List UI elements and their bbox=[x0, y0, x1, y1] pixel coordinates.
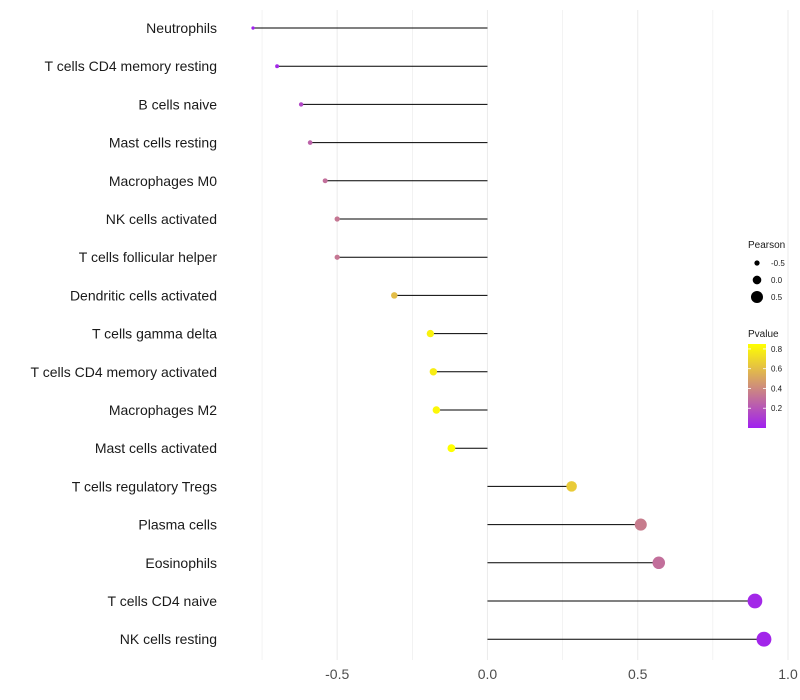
lollipop-point bbox=[566, 481, 577, 492]
y-category-label: Mast cells resting bbox=[109, 135, 217, 151]
x-tick-label: 0.5 bbox=[628, 666, 648, 682]
size-legend-label: 0.5 bbox=[771, 293, 783, 302]
lollipop-point bbox=[334, 216, 340, 222]
lollipop-point bbox=[634, 518, 647, 531]
lollipop-point bbox=[432, 406, 441, 414]
y-category-label: T cells regulatory Tregs bbox=[72, 478, 217, 494]
lollipop-sticks bbox=[253, 27, 764, 640]
y-category-label: T cells follicular helper bbox=[79, 249, 218, 265]
lollipop-point bbox=[652, 556, 666, 570]
color-legend-label: 0.8 bbox=[771, 345, 783, 354]
x-tick-label: 1.0 bbox=[778, 666, 798, 682]
y-category-label: T cells CD4 memory resting bbox=[45, 58, 217, 74]
y-category-label: Macrophages M0 bbox=[109, 173, 217, 189]
size-legend-dot bbox=[752, 275, 762, 285]
x-tick-label: 0.0 bbox=[478, 666, 498, 682]
y-category-label: Neutrophils bbox=[146, 20, 217, 36]
color-legend-label: 0.6 bbox=[771, 365, 783, 374]
lollipop-point bbox=[429, 368, 438, 376]
color-legend-title: Pvalue bbox=[748, 329, 779, 340]
x-tick-label: -0.5 bbox=[325, 666, 349, 682]
y-category-label: NK cells activated bbox=[106, 211, 217, 227]
lollipop-point bbox=[334, 254, 340, 260]
lollipop-point bbox=[426, 329, 435, 338]
color-legend-label: 0.4 bbox=[771, 384, 783, 393]
y-axis-category-labels: Neutrophils T cells CD4 memory resting B c… bbox=[31, 20, 218, 647]
pvalue-color-legend: Pvalue 0.2 0.4 0.6 0.8 bbox=[748, 329, 783, 428]
lollipop-point bbox=[756, 631, 772, 647]
y-category-label: NK cells resting bbox=[120, 631, 217, 647]
y-category-label: B cells naive bbox=[138, 96, 217, 112]
y-category-label: Dendritic cells activated bbox=[70, 287, 217, 303]
gridlines bbox=[261, 10, 789, 660]
y-category-label: T cells CD4 naive bbox=[108, 593, 218, 609]
y-category-label: Eosinophils bbox=[145, 555, 217, 571]
size-legend-title: Pearson bbox=[748, 240, 785, 251]
lollipop-point bbox=[251, 26, 255, 30]
size-legend-label: 0.0 bbox=[771, 276, 783, 285]
x-axis-tick-labels: -0.5 0.0 0.5 1.0 bbox=[325, 666, 798, 682]
y-category-label: Macrophages M2 bbox=[109, 402, 217, 418]
pearson-size-legend: Pearson -0.5 0.0 0.5 bbox=[748, 240, 785, 304]
y-category-label: T cells CD4 memory activated bbox=[31, 364, 217, 380]
lollipop-point bbox=[307, 140, 313, 145]
lollipop-point bbox=[391, 292, 398, 299]
lollipop-point bbox=[322, 178, 328, 184]
lollipop-point bbox=[447, 444, 456, 453]
lollipop-points bbox=[251, 26, 772, 647]
color-legend-gradient-bar bbox=[748, 344, 766, 428]
size-legend-dot bbox=[754, 260, 760, 266]
color-legend-label: 0.2 bbox=[771, 404, 783, 413]
size-legend-label: -0.5 bbox=[771, 259, 785, 268]
size-legend-dot bbox=[750, 290, 764, 304]
lollipop-point bbox=[275, 64, 280, 69]
y-category-label: T cells gamma delta bbox=[92, 326, 217, 342]
y-category-label: Mast cells activated bbox=[95, 440, 217, 456]
y-category-label: Plasma cells bbox=[138, 517, 217, 533]
lollipop-point bbox=[747, 593, 763, 609]
lollipop-point bbox=[298, 102, 304, 107]
